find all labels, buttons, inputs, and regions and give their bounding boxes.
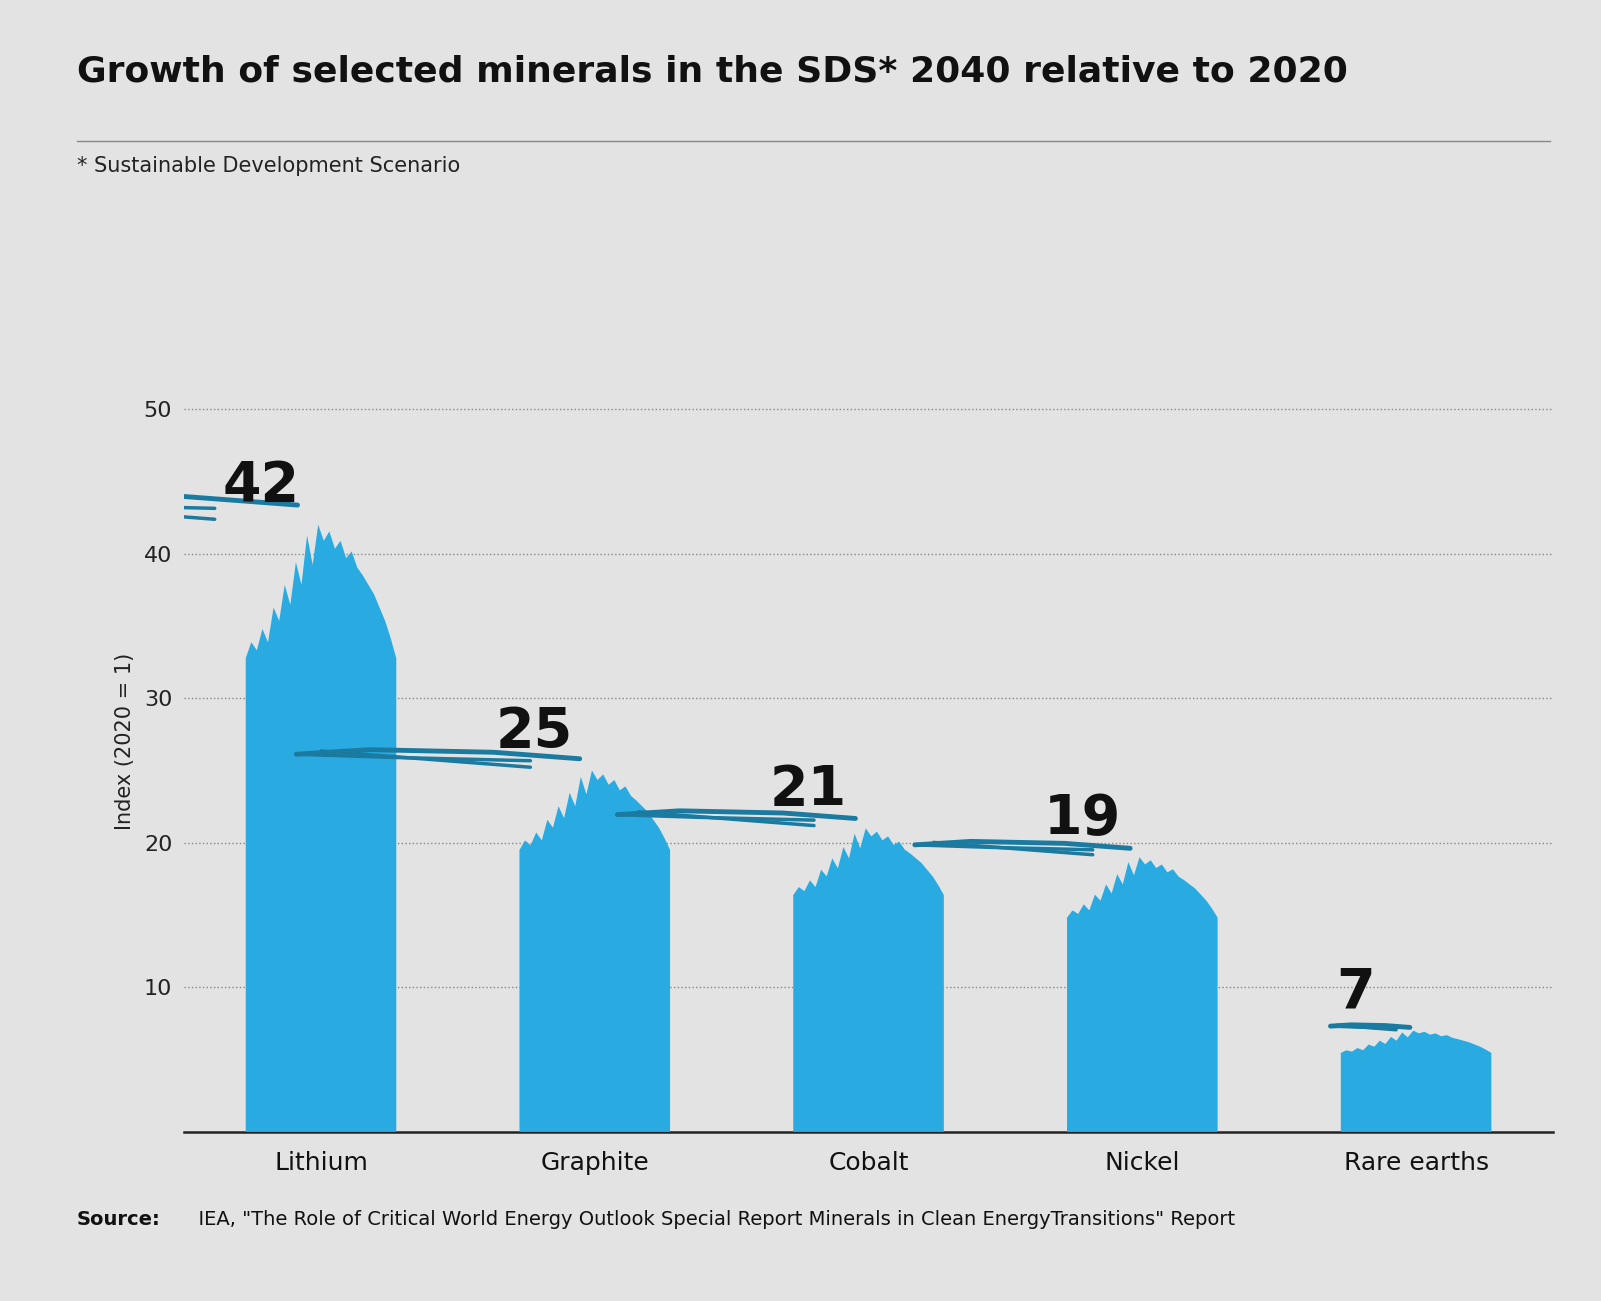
Y-axis label: Index (2020 = 1): Index (2020 = 1) [115, 653, 136, 830]
Text: 21: 21 [770, 762, 847, 817]
Text: * Sustainable Development Scenario: * Sustainable Development Scenario [77, 156, 459, 176]
Text: Source:: Source: [77, 1210, 160, 1229]
Text: 25: 25 [496, 705, 573, 758]
Polygon shape [519, 770, 671, 1132]
Text: 42: 42 [223, 459, 299, 513]
Text: 19: 19 [1044, 791, 1121, 846]
Polygon shape [1066, 857, 1218, 1132]
Polygon shape [792, 829, 945, 1132]
Polygon shape [1340, 1030, 1492, 1132]
Polygon shape [245, 524, 397, 1132]
Text: IEA, "The Role of Critical World Energy Outlook Special Report Minerals in Clean: IEA, "The Role of Critical World Energy … [186, 1210, 1234, 1229]
Text: 7: 7 [1337, 965, 1375, 1019]
Text: Growth of selected minerals in the SDS* 2040 relative to 2020: Growth of selected minerals in the SDS* … [77, 55, 1348, 88]
